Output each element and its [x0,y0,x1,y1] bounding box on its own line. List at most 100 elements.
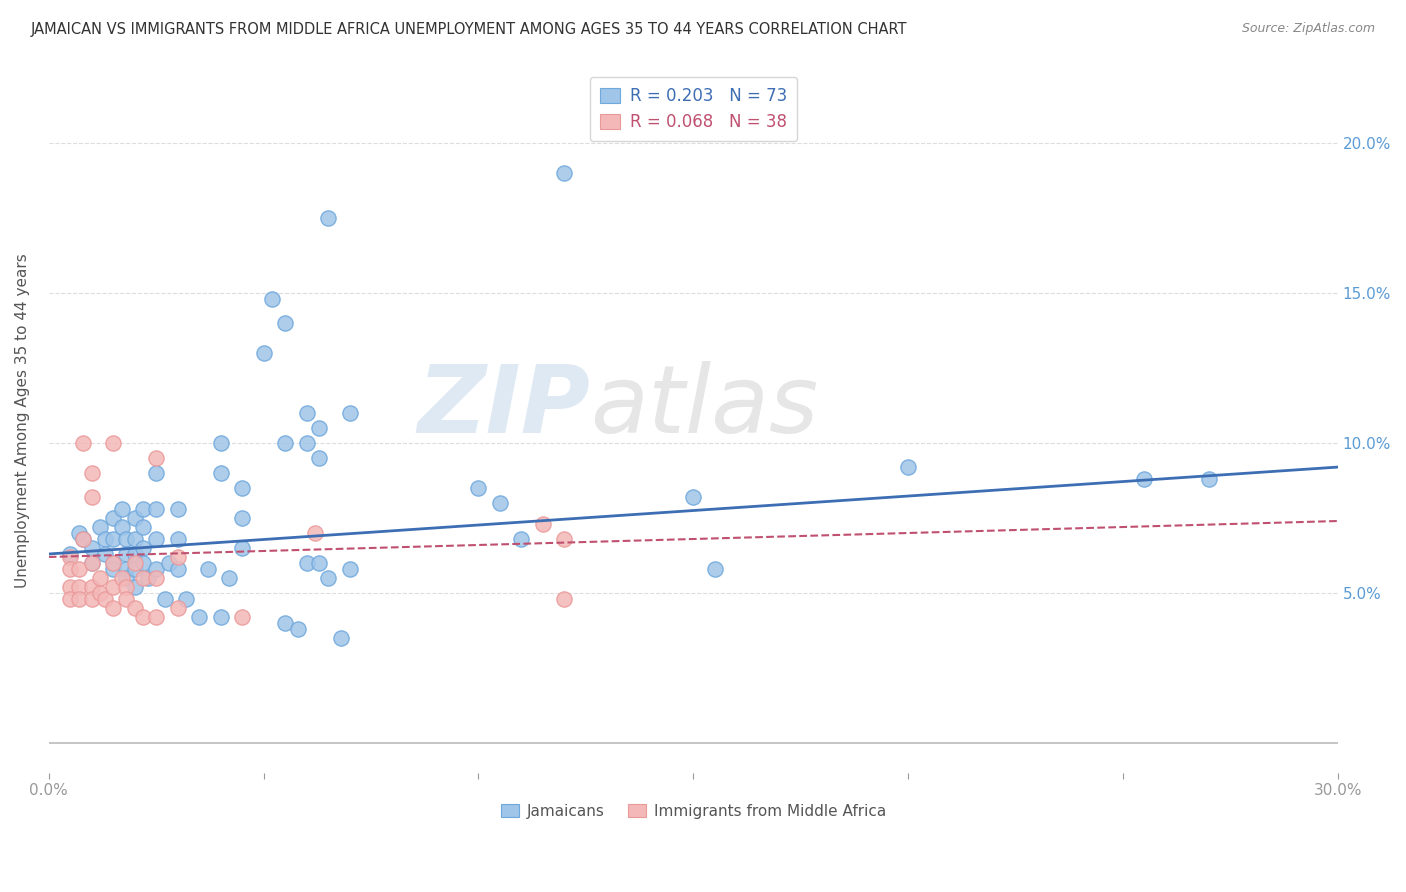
Point [1198,472,1220,486]
Point [72,532,94,546]
Point [115,532,138,546]
Point [166,562,188,576]
Point [174,591,197,606]
Point [209,610,232,624]
Point [124,580,146,594]
Point [209,466,232,480]
Point [339,562,361,576]
Point [308,556,330,570]
Point [59,547,82,561]
Point [231,541,253,555]
Point [103,601,125,615]
Point [80,591,103,606]
Point [89,520,111,534]
Point [197,562,219,576]
Point [145,610,167,624]
Point [59,562,82,576]
Point [682,490,704,504]
Point [67,591,90,606]
Point [124,556,146,570]
Point [67,580,90,594]
Text: JAMAICAN VS IMMIGRANTS FROM MIDDLE AFRICA UNEMPLOYMENT AMONG AGES 35 TO 44 YEARS: JAMAICAN VS IMMIGRANTS FROM MIDDLE AFRIC… [31,22,907,37]
Point [166,502,188,516]
Point [329,631,352,645]
Point [59,549,82,564]
Point [59,591,82,606]
Point [124,547,146,561]
Text: atlas: atlas [591,361,818,452]
Point [132,556,155,570]
Point [103,436,125,450]
Point [339,406,361,420]
Point [157,556,180,570]
Point [136,571,159,585]
Point [145,466,167,480]
Point [308,451,330,466]
Point [80,556,103,570]
Point [115,591,138,606]
Point [166,549,188,564]
Point [897,460,920,475]
Point [295,556,318,570]
Point [103,562,125,576]
Point [115,580,138,594]
Point [93,532,115,546]
Point [145,502,167,516]
Point [103,532,125,546]
Point [124,601,146,615]
Point [103,556,125,570]
Point [287,622,309,636]
Point [93,591,115,606]
Point [89,571,111,585]
Point [295,406,318,420]
Point [531,516,554,531]
Point [252,346,274,360]
Point [59,580,82,594]
Point [132,520,155,534]
Point [218,571,240,585]
Point [124,511,146,525]
Legend: Jamaicans, Immigrants from Middle Africa: Jamaicans, Immigrants from Middle Africa [495,797,891,825]
Point [231,511,253,525]
Point [80,541,103,555]
Point [231,481,253,495]
Point [553,166,575,180]
Point [166,532,188,546]
Point [274,615,297,630]
Point [145,451,167,466]
Point [80,490,103,504]
Point [489,496,512,510]
Point [308,421,330,435]
Point [132,502,155,516]
Point [304,526,326,541]
Point [115,562,138,576]
Point [510,532,533,546]
Point [103,556,125,570]
Point [145,571,167,585]
Point [103,580,125,594]
Point [132,571,155,585]
Point [111,502,134,516]
Point [295,436,318,450]
Point [209,436,232,450]
Point [111,571,134,585]
Point [145,532,167,546]
Text: Source: ZipAtlas.com: Source: ZipAtlas.com [1241,22,1375,36]
Point [231,610,253,624]
Point [124,532,146,546]
Point [703,562,725,576]
Point [67,526,90,541]
Point [1133,472,1156,486]
Point [153,591,176,606]
Point [316,211,339,226]
Point [67,562,90,576]
Point [93,547,115,561]
Point [262,292,284,306]
Point [145,562,167,576]
Point [132,541,155,555]
Point [111,520,134,534]
Point [80,556,103,570]
Text: ZIP: ZIP [418,360,591,452]
Point [72,532,94,546]
Point [274,316,297,330]
